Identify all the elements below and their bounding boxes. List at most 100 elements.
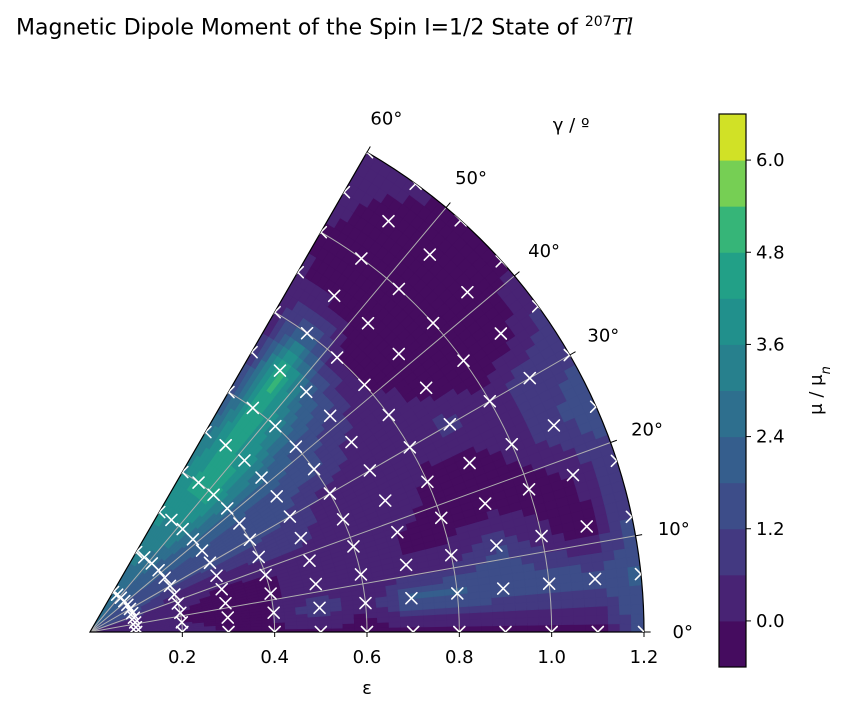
data-marker — [252, 550, 266, 564]
data-marker — [303, 554, 316, 567]
data-marker — [145, 557, 159, 570]
data-marker — [434, 511, 448, 525]
data-marker — [347, 540, 360, 553]
angular-tick-label: 40° — [528, 241, 560, 262]
data-marker — [294, 531, 308, 545]
data-marker — [165, 513, 178, 527]
data-marker — [345, 435, 358, 449]
colorbar-band — [719, 390, 746, 438]
contour-cell — [630, 611, 644, 625]
angular-tick-mark — [514, 271, 520, 277]
colorbar-band — [719, 252, 746, 299]
data-marker — [270, 490, 284, 503]
data-marker — [566, 468, 580, 482]
data-marker — [176, 625, 189, 632]
radial-tick-label: 1.2 — [630, 647, 659, 668]
data-marker — [259, 568, 272, 582]
angular-gridline — [89, 535, 636, 633]
angular-tick-mark — [569, 351, 576, 356]
colorbar: 0.0 1.2 2.4 3.6 4.8 6.0 — [718, 113, 785, 668]
colorbar-band — [719, 344, 746, 391]
angular-tick-label: 30° — [587, 326, 619, 347]
colorbar-tick-label: 3.6 — [756, 334, 785, 355]
data-marker — [219, 596, 232, 610]
data-marker — [128, 616, 142, 629]
data-marker — [496, 582, 510, 595]
colorbar-band — [719, 528, 746, 576]
data-marker — [547, 419, 561, 432]
axis-ticks: 0.2 0.4 0.6 0.8 1.0 1.2 0° 10° 20° 30° 40° 50° 60° — [168, 109, 693, 668]
colorbar-band — [719, 160, 746, 207]
radial-axis-label: ε — [362, 678, 372, 699]
data-marker — [382, 408, 396, 422]
data-marker — [264, 587, 277, 600]
data-marker — [336, 513, 350, 526]
data-marker — [591, 625, 605, 632]
data-marker — [299, 385, 313, 399]
colorbar-frame — [718, 113, 747, 668]
data-marker — [494, 327, 508, 340]
data-marker — [542, 577, 556, 591]
data-marker — [637, 625, 644, 632]
data-marker — [399, 558, 413, 572]
data-marker — [163, 579, 177, 593]
data-marker — [423, 248, 437, 261]
angular-tick-label: 20° — [631, 419, 663, 440]
data-marker — [267, 606, 280, 619]
data-marker — [522, 483, 536, 496]
data-marker — [382, 214, 395, 228]
data-marker — [426, 316, 440, 330]
data-marker — [359, 596, 372, 610]
data-marker — [323, 409, 337, 423]
data-marker — [355, 252, 368, 265]
colorbar-tick-label: 0.0 — [756, 611, 785, 632]
data-marker — [588, 572, 602, 586]
data-marker — [406, 625, 420, 632]
data-marker — [354, 568, 368, 581]
angular-tick-label: 10° — [658, 519, 690, 540]
chart-title: Magnetic Dipole Moment of the Spin I=1/2… — [16, 14, 634, 41]
data-marker — [313, 601, 326, 615]
data-marker — [453, 625, 466, 632]
data-marker — [222, 625, 235, 632]
data-marker — [207, 488, 220, 502]
data-marker — [219, 438, 232, 452]
data-marker — [392, 347, 406, 361]
colorbar-tick-label: 2.4 — [756, 427, 785, 448]
angular-tick-label: 0° — [673, 622, 693, 643]
data-marker — [443, 417, 457, 431]
data-marker — [391, 525, 404, 539]
angular-axis-label: γ / º — [553, 115, 590, 136]
data-marker — [186, 533, 200, 546]
data-marker — [330, 351, 344, 364]
data-marker — [360, 625, 374, 632]
colorbar-tick-label: 4.8 — [756, 242, 785, 263]
data-marker — [137, 551, 151, 564]
colorbar-band — [719, 206, 746, 253]
data-marker — [300, 326, 314, 340]
data-marker — [490, 539, 503, 552]
data-marker — [457, 354, 470, 367]
data-marker — [215, 582, 229, 596]
data-marker — [483, 394, 497, 408]
data-marker — [361, 316, 375, 330]
colorbar-band — [719, 436, 746, 484]
data-marker — [195, 544, 209, 557]
colorbar-tick-label: 1.2 — [756, 519, 785, 540]
radial-tick-label: 0.4 — [260, 647, 289, 668]
angular-tick-mark — [366, 146, 371, 153]
colorbar-tick-label: 6.0 — [756, 150, 785, 171]
data-marker — [269, 419, 282, 433]
angular-tick-mark — [445, 202, 451, 208]
angular-tick-mark — [635, 534, 643, 537]
data-marker — [327, 289, 341, 303]
data-marker — [307, 462, 321, 476]
data-marker — [220, 502, 234, 515]
colorbar-band — [719, 620, 746, 668]
colorbar-label: μ / μn — [806, 366, 834, 415]
data-marker — [444, 548, 458, 562]
data-marker — [523, 371, 537, 385]
angular-tick-label: 50° — [455, 168, 487, 189]
data-marker — [314, 625, 328, 632]
